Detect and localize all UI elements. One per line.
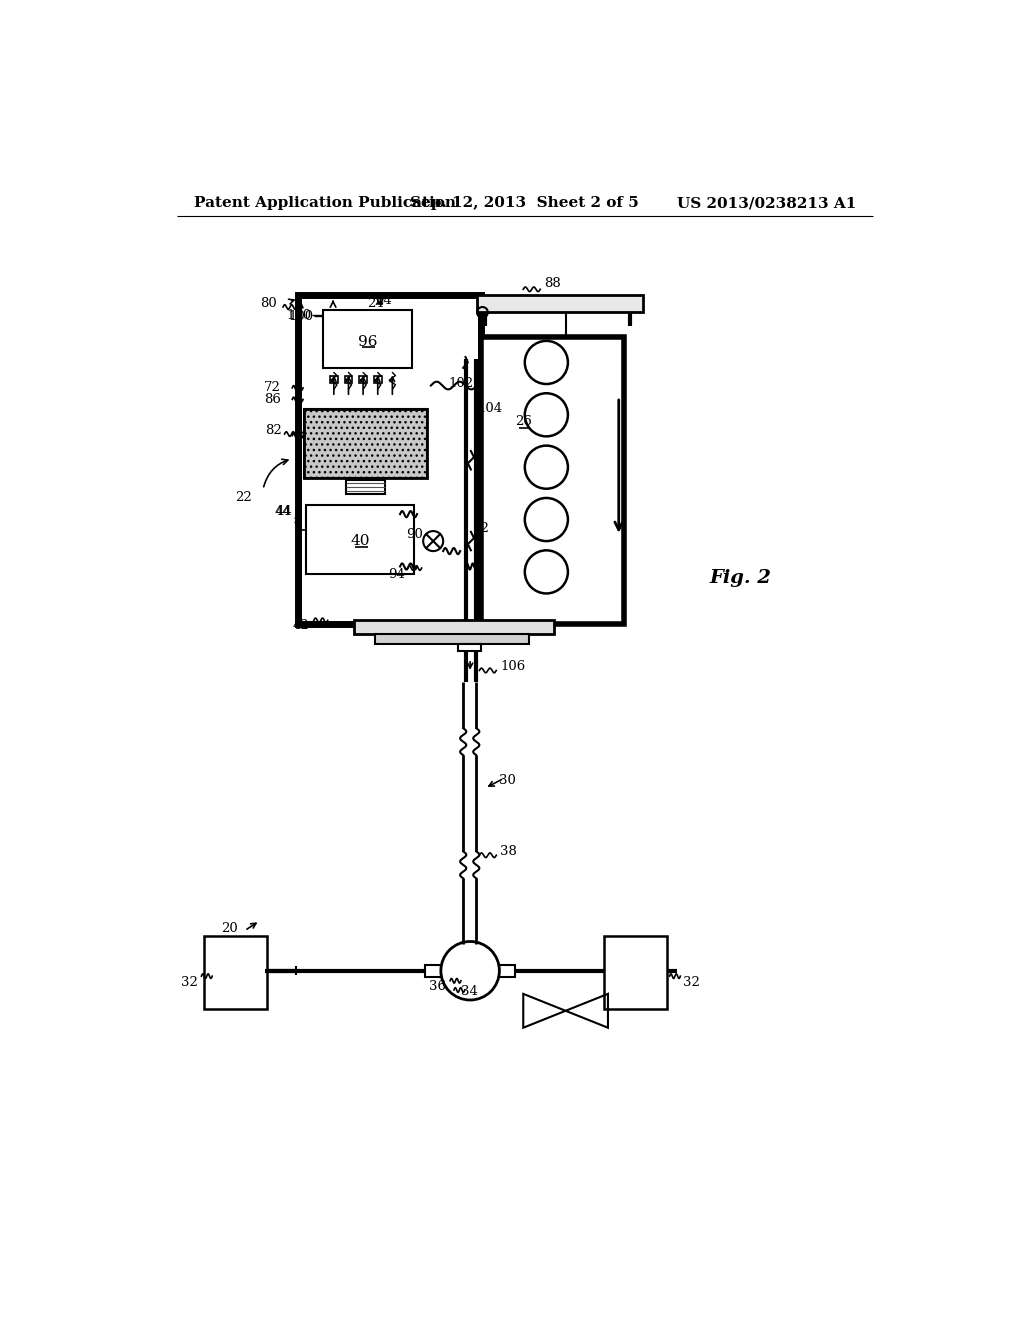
Text: Fig. 2: Fig. 2 [710,569,772,587]
Text: Patent Application Publication: Patent Application Publication [194,197,456,210]
Text: 44: 44 [275,504,292,517]
Bar [306,506,414,574]
Text: 34: 34 [461,985,478,998]
Bar [345,375,352,383]
Bar [500,965,515,977]
Text: 92: 92 [472,521,489,535]
Bar [330,375,338,383]
Text: 24: 24 [375,294,391,308]
Bar [298,296,481,624]
Text: 104: 104 [477,403,502,416]
Text: 106: 106 [500,660,525,673]
Bar [204,936,267,1010]
Bar [374,375,382,383]
Text: 42: 42 [293,619,309,632]
Text: 100: 100 [287,309,311,322]
Text: 94: 94 [388,568,404,581]
Text: Sep. 12, 2013  Sheet 2 of 5: Sep. 12, 2013 Sheet 2 of 5 [411,197,639,210]
Bar [359,375,367,383]
Text: 96: 96 [358,335,378,348]
Text: 30: 30 [500,774,516,787]
Bar [304,409,427,478]
Bar [481,337,625,624]
Bar [323,310,412,368]
Bar [425,965,441,977]
Text: US 2013/0238213 A1: US 2013/0238213 A1 [677,197,856,210]
Text: 72: 72 [264,381,281,395]
Text: 80: 80 [260,297,276,310]
Bar [477,296,643,313]
Text: 36: 36 [429,979,446,993]
Text: 24: 24 [367,297,384,310]
Bar [346,480,385,494]
Text: 90: 90 [407,528,423,541]
Text: 22: 22 [234,491,252,504]
Text: 82: 82 [265,424,282,437]
Bar [376,635,529,644]
Text: 32: 32 [181,975,199,989]
Text: 32: 32 [683,975,700,989]
Bar [354,620,554,635]
Text: 20: 20 [221,921,239,935]
Text: 40: 40 [350,535,370,548]
Text: 88: 88 [544,277,561,290]
Text: 100: 100 [289,310,313,323]
Text: 86: 86 [264,393,281,407]
Text: 38: 38 [500,845,517,858]
Text: 102: 102 [449,376,474,389]
Text: 44: 44 [274,506,292,519]
Bar [604,936,668,1010]
Bar [304,409,427,478]
Text: 26: 26 [515,416,531,428]
Bar [458,644,481,651]
